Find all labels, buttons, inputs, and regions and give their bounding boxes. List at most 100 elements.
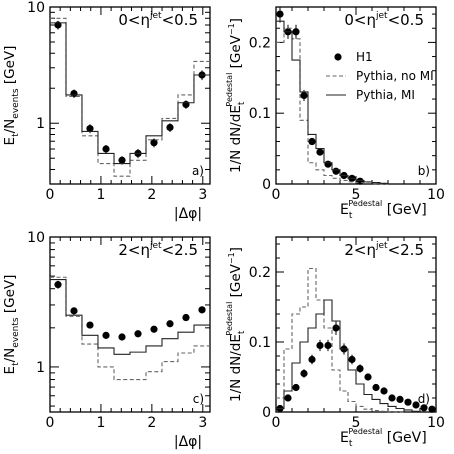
h1-data-point bbox=[102, 331, 110, 339]
y-tick-label: 1 bbox=[36, 116, 45, 132]
h1-data-point bbox=[404, 398, 412, 406]
y-tick-label: 0.2 bbox=[249, 35, 271, 51]
pythia-no-mi-line bbox=[276, 27, 388, 185]
panel-d: 0 5 10 0 0.1 0.2 2<ηjet<2.5 d) 1/N dN/dEtPedesta… bbox=[225, 236, 445, 449]
h1-data-point bbox=[300, 369, 308, 378]
h1-data-point bbox=[54, 281, 62, 289]
h1-data-point bbox=[428, 405, 436, 413]
h1-data-point bbox=[348, 355, 356, 364]
h1-data-point bbox=[118, 333, 126, 341]
x-tick-label: 0 bbox=[46, 187, 55, 203]
pythia-no-mi-line bbox=[276, 267, 404, 413]
h1-data-point bbox=[276, 10, 284, 18]
h1-data-point bbox=[316, 148, 324, 156]
eta-region-label: 2<ηjet<2.5 bbox=[344, 241, 424, 259]
x-tick-label: 1 bbox=[96, 187, 105, 203]
y-axis-label: 1/N dN/dEtPedestal [GeV−1] bbox=[225, 247, 247, 402]
y-axis-label: 1/N dN/dEtPedestal [GeV−1] bbox=[225, 18, 247, 173]
y-tick-label: 0 bbox=[262, 177, 271, 193]
h1-data-point bbox=[364, 373, 372, 381]
x-tick-label: 5 bbox=[352, 187, 361, 203]
h1-data-point bbox=[86, 321, 94, 329]
y-tick-label: 0.2 bbox=[249, 265, 271, 281]
pythia-mi-line bbox=[276, 20, 388, 184]
x-tick-label: 0 bbox=[272, 187, 281, 203]
h1-data-point bbox=[102, 145, 110, 153]
h1-data-point bbox=[388, 394, 396, 402]
h1-data-point bbox=[356, 177, 364, 185]
h1-data-point bbox=[308, 355, 316, 364]
pythia-mi-line bbox=[50, 22, 211, 165]
h1-data-point bbox=[150, 139, 158, 147]
plot-frame bbox=[49, 236, 211, 413]
y-tick-label: 0.1 bbox=[249, 335, 271, 351]
h1-data-point bbox=[166, 320, 174, 328]
h1-data-point bbox=[316, 341, 324, 350]
h1-data-point bbox=[182, 100, 190, 109]
h1-data-point bbox=[372, 383, 380, 392]
plot-frame bbox=[275, 236, 437, 413]
h1-data-point bbox=[300, 91, 308, 100]
y-tick-label: 0 bbox=[262, 405, 271, 421]
legend-label: H1 bbox=[356, 50, 373, 64]
x-tick-label: 0 bbox=[46, 415, 55, 431]
eta-region-label: 0<ηjet<0.5 bbox=[118, 11, 198, 29]
panel-b: 0 5 10 0 0.1 0.2 0<ηjet<0.5 b) 1/N dN/dEtPedesta… bbox=[225, 6, 445, 221]
plot-frame bbox=[49, 6, 211, 185]
eta-region-label: 2<ηjet<2.5 bbox=[118, 241, 198, 259]
h1-data-point bbox=[332, 167, 340, 175]
y-tick-label: 10 bbox=[27, 0, 45, 16]
h1-data-point bbox=[292, 383, 300, 392]
panel-a: 0 1 2 3 1 10 0<ηjet<0.5 a) Et/Nevents [GeV] |Δφ| bbox=[2, 0, 211, 222]
panel-tag: c) bbox=[193, 392, 204, 406]
h1-data-point bbox=[134, 330, 142, 338]
h1-data-point bbox=[324, 160, 332, 168]
x-axis-label: |Δφ| bbox=[174, 206, 202, 222]
legend-label: Pythia, no MI bbox=[356, 69, 434, 83]
h1-data-point bbox=[284, 394, 292, 402]
h1-data-point bbox=[70, 307, 78, 315]
y-tick-label: 10 bbox=[27, 230, 45, 246]
panel-tag: a) bbox=[192, 164, 204, 178]
x-tick-label: 10 bbox=[427, 415, 445, 431]
x-axis-label: EtPedestal [GeV] bbox=[340, 199, 427, 221]
pythia-mi-line bbox=[276, 299, 420, 412]
pythia-mi-line bbox=[50, 279, 211, 355]
x-tick-label: 5 bbox=[352, 415, 361, 431]
x-tick-label: 2 bbox=[147, 415, 156, 431]
h1-data-point bbox=[292, 28, 300, 36]
panel-c: 0 1 2 3 1 10 2<ηjet<2.5 c) Et/Nevents [GeV] |Δφ| bbox=[2, 230, 211, 450]
x-axis-label: |Δφ| bbox=[174, 434, 202, 450]
h1-data-point bbox=[412, 401, 420, 409]
h1-data-point bbox=[118, 156, 126, 164]
h1-data-point bbox=[86, 124, 94, 133]
y-tick-label: 0.1 bbox=[249, 106, 271, 122]
legend-label: Pythia, MI bbox=[356, 88, 415, 102]
h1-data-point bbox=[166, 123, 174, 132]
h1-data-point bbox=[332, 324, 340, 332]
panel-tag: b) bbox=[418, 164, 430, 178]
pythia-no-mi-line bbox=[50, 276, 211, 381]
h1-data-point bbox=[356, 365, 364, 373]
legend-h1-marker bbox=[334, 53, 342, 61]
y-tick-label: 1 bbox=[36, 360, 45, 376]
x-tick-label: 1 bbox=[96, 415, 105, 431]
h1-data-point bbox=[396, 395, 404, 403]
x-tick-label: 0 bbox=[272, 415, 281, 431]
x-tick-label: 3 bbox=[198, 187, 207, 203]
y-axis-label: Et/Nevents [GeV] bbox=[2, 46, 21, 146]
y-axis-label: Et/Nevents [GeV] bbox=[2, 275, 21, 375]
h1-data-point bbox=[420, 404, 428, 412]
panel-tag: d) bbox=[418, 392, 430, 406]
h1-data-point bbox=[380, 387, 388, 395]
x-tick-label: 3 bbox=[198, 415, 207, 431]
h1-data-point bbox=[198, 306, 206, 314]
x-tick-label: 2 bbox=[147, 187, 156, 203]
x-tick-label: 10 bbox=[427, 187, 445, 203]
h1-data-point bbox=[308, 137, 316, 146]
h1-data-point bbox=[324, 341, 332, 350]
h1-data-point bbox=[150, 325, 158, 333]
eta-region-label: 0<ηjet<0.5 bbox=[344, 11, 424, 29]
h1-data-point bbox=[182, 313, 190, 322]
